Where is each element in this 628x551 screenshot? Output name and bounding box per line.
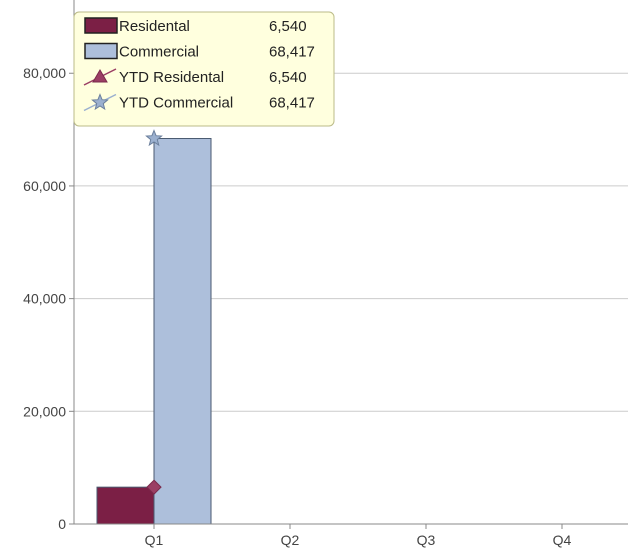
tooltip-triangle-marker: [92, 69, 108, 83]
line-markers: [145, 129, 163, 495]
y-tick-label: 80,000: [23, 65, 66, 81]
tooltip-series-value: 68,417: [269, 44, 315, 61]
tooltip-box: [73, 11, 335, 127]
tooltip-series-value: 6,540: [269, 18, 307, 35]
tooltip-series-label: YTD Residental: [119, 69, 224, 86]
bar-residental[interactable]: [96, 486, 155, 525]
x-tick-label: Q4: [553, 532, 572, 548]
y-axis-ticks: 0 20,000 40,000 60,000 80,000: [23, 65, 74, 532]
tooltip-swatch: [84, 17, 118, 34]
marker-ytd-commercial[interactable]: [145, 129, 163, 147]
x-axis-ticks: Q1 Q2 Q3 Q4: [145, 524, 572, 548]
y-tick-label: 60,000: [23, 178, 66, 194]
x-tick-label: Q3: [417, 532, 436, 548]
tooltip-series-value: 6,540: [269, 69, 307, 86]
x-tick-label: Q2: [281, 532, 300, 548]
tooltip-series-label: YTD Commercial: [119, 95, 233, 112]
tooltip-series-label: Commercial: [119, 44, 199, 61]
tooltip-series-value: 68,417: [269, 95, 315, 112]
y-tick-label: 20,000: [23, 403, 66, 419]
bars: [96, 138, 212, 525]
y-tick-label: 0: [58, 516, 66, 532]
x-tick-label: Q1: [145, 532, 164, 548]
bar-commercial[interactable]: [153, 138, 212, 525]
tooltip-star-marker: [91, 93, 109, 111]
marker-ytd-residental[interactable]: [146, 479, 162, 495]
tooltip-swatch: [84, 42, 118, 60]
y-tick-label: 40,000: [23, 291, 66, 307]
tooltip-series-label: Residental: [119, 18, 190, 35]
tooltip: Residental 6,540 Commercial 68,417 YTD Resid…: [73, 11, 335, 127]
